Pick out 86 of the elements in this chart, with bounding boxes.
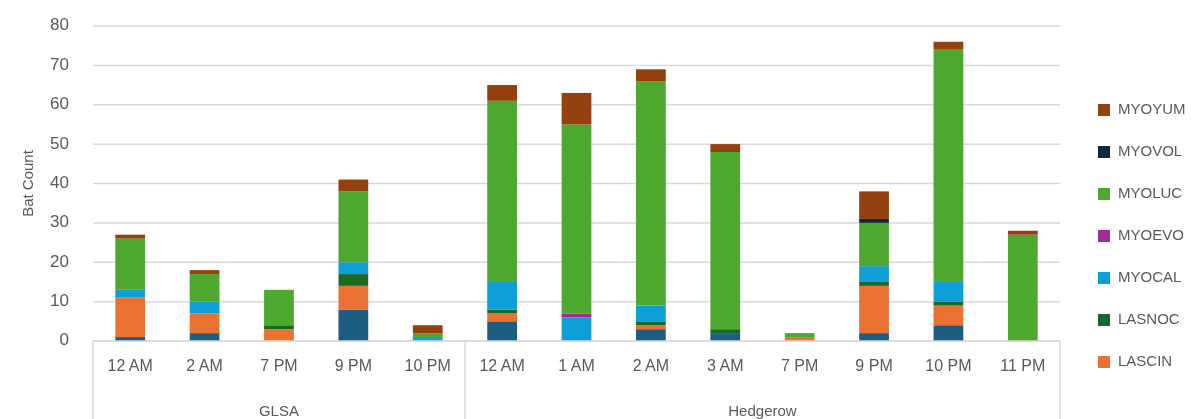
bar — [338, 262, 369, 275]
bar — [933, 301, 964, 306]
y-tick-label: 80 — [50, 15, 69, 35]
bar — [636, 321, 666, 326]
bar — [487, 100, 517, 282]
bar — [710, 333, 741, 341]
bar — [933, 281, 964, 302]
bar — [859, 333, 889, 341]
y-tick-label: 50 — [50, 133, 69, 153]
bar — [487, 313, 517, 322]
bar — [115, 297, 146, 338]
y-tick-label: 10 — [50, 291, 69, 311]
bar — [859, 218, 889, 223]
bar — [859, 285, 889, 334]
bar — [1007, 230, 1038, 235]
bar — [784, 333, 815, 338]
bar — [264, 329, 294, 341]
bar — [264, 325, 294, 330]
bar — [933, 325, 964, 341]
y-tick-label: 70 — [50, 54, 69, 74]
bar — [561, 313, 592, 318]
bar — [487, 85, 517, 101]
x-tick-label: 2 AM — [186, 357, 223, 374]
bar — [412, 325, 443, 334]
bar — [710, 152, 741, 330]
y-tick-label: 30 — [50, 212, 69, 232]
bar — [859, 266, 889, 282]
bar — [338, 274, 369, 286]
x-tick-label: 10 PM — [404, 357, 451, 374]
legend-label: LASNOC — [1118, 309, 1180, 327]
bar — [859, 222, 889, 267]
bar — [636, 81, 666, 306]
y-axis-title: Bat Count — [19, 149, 36, 217]
bar — [338, 191, 369, 263]
bar — [189, 301, 220, 314]
bar — [933, 305, 964, 326]
bar — [189, 274, 220, 302]
text: Hedgerow — [728, 402, 797, 419]
bar — [710, 144, 741, 152]
bar — [933, 41, 964, 50]
bar — [561, 124, 592, 314]
x-tick-label: 7 PM — [780, 357, 819, 374]
bar — [338, 309, 369, 341]
bar — [338, 179, 369, 192]
bar — [561, 317, 592, 341]
x-tick-label: 10 PM — [925, 357, 972, 374]
bar — [115, 234, 146, 239]
bar — [487, 281, 517, 310]
x-tick-label: 12 AM — [107, 357, 153, 374]
y-tick-label: 40 — [50, 172, 69, 192]
bar — [115, 238, 146, 290]
x-tick-label: 11 PM — [1000, 357, 1046, 374]
y-tick-label: 60 — [50, 94, 69, 114]
x-tick-label: 9 PM — [334, 357, 373, 374]
legend-label: LASCIN — [1118, 351, 1173, 369]
bar — [338, 285, 369, 310]
bar — [115, 289, 146, 298]
legend-label: MYOVOL — [1118, 141, 1183, 159]
x-tick-label: 3 AM — [707, 357, 744, 374]
bar — [636, 69, 666, 82]
bar — [412, 333, 443, 338]
bar — [487, 321, 517, 341]
bar — [859, 191, 889, 219]
x-tick-label: 1 AM — [558, 357, 595, 374]
bar — [636, 329, 666, 341]
x-tick-label: 12 AM — [479, 357, 525, 374]
legend-label: MYOLUC — [1118, 183, 1183, 201]
y-tick-label: 0 — [59, 330, 69, 350]
x-tick-label: 9 PM — [855, 357, 893, 374]
bar — [636, 325, 666, 330]
bar — [636, 305, 666, 322]
x-tick-label: 2 AM — [632, 357, 670, 374]
legend-label: MYOYUM — [1118, 99, 1186, 117]
bar — [710, 329, 741, 334]
bar — [1007, 234, 1038, 341]
legend-label: MYOCAL — [1118, 267, 1182, 285]
bar — [933, 49, 964, 282]
bar — [264, 289, 294, 326]
y-tick-label: 20 — [50, 251, 69, 271]
bar — [859, 281, 889, 286]
bar — [561, 92, 592, 125]
legend-label: MYOEVO — [1118, 225, 1184, 243]
bar — [189, 313, 220, 334]
bar — [189, 270, 220, 275]
x-tick-label: 7 PM — [260, 357, 298, 374]
text: GLSA — [258, 402, 299, 419]
